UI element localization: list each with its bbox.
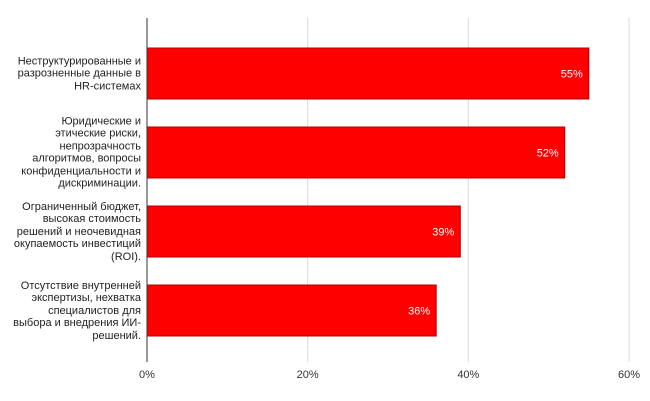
x-tick-label: 60% (618, 369, 640, 381)
bar (146, 126, 566, 179)
x-tick-label: 0% (139, 369, 155, 381)
x-tick-label: 20% (297, 369, 319, 381)
category-label: Ограниченный бюджет, высокая стоимость р… (13, 200, 141, 263)
x-tick-label: 40% (457, 369, 479, 381)
value-label: 52% (537, 147, 559, 159)
category-label: Неструктурированные и разрозненные данны… (17, 54, 141, 92)
bar (146, 284, 437, 337)
category-label: Юридические и этические риски, непрозрач… (21, 115, 141, 190)
bar (146, 205, 461, 258)
value-label: 55% (561, 68, 583, 80)
bar (146, 47, 590, 100)
value-label: 39% (432, 226, 454, 238)
value-label: 36% (408, 305, 430, 317)
category-label: Отсутствие внутренней экспертизы, нехват… (13, 279, 141, 342)
